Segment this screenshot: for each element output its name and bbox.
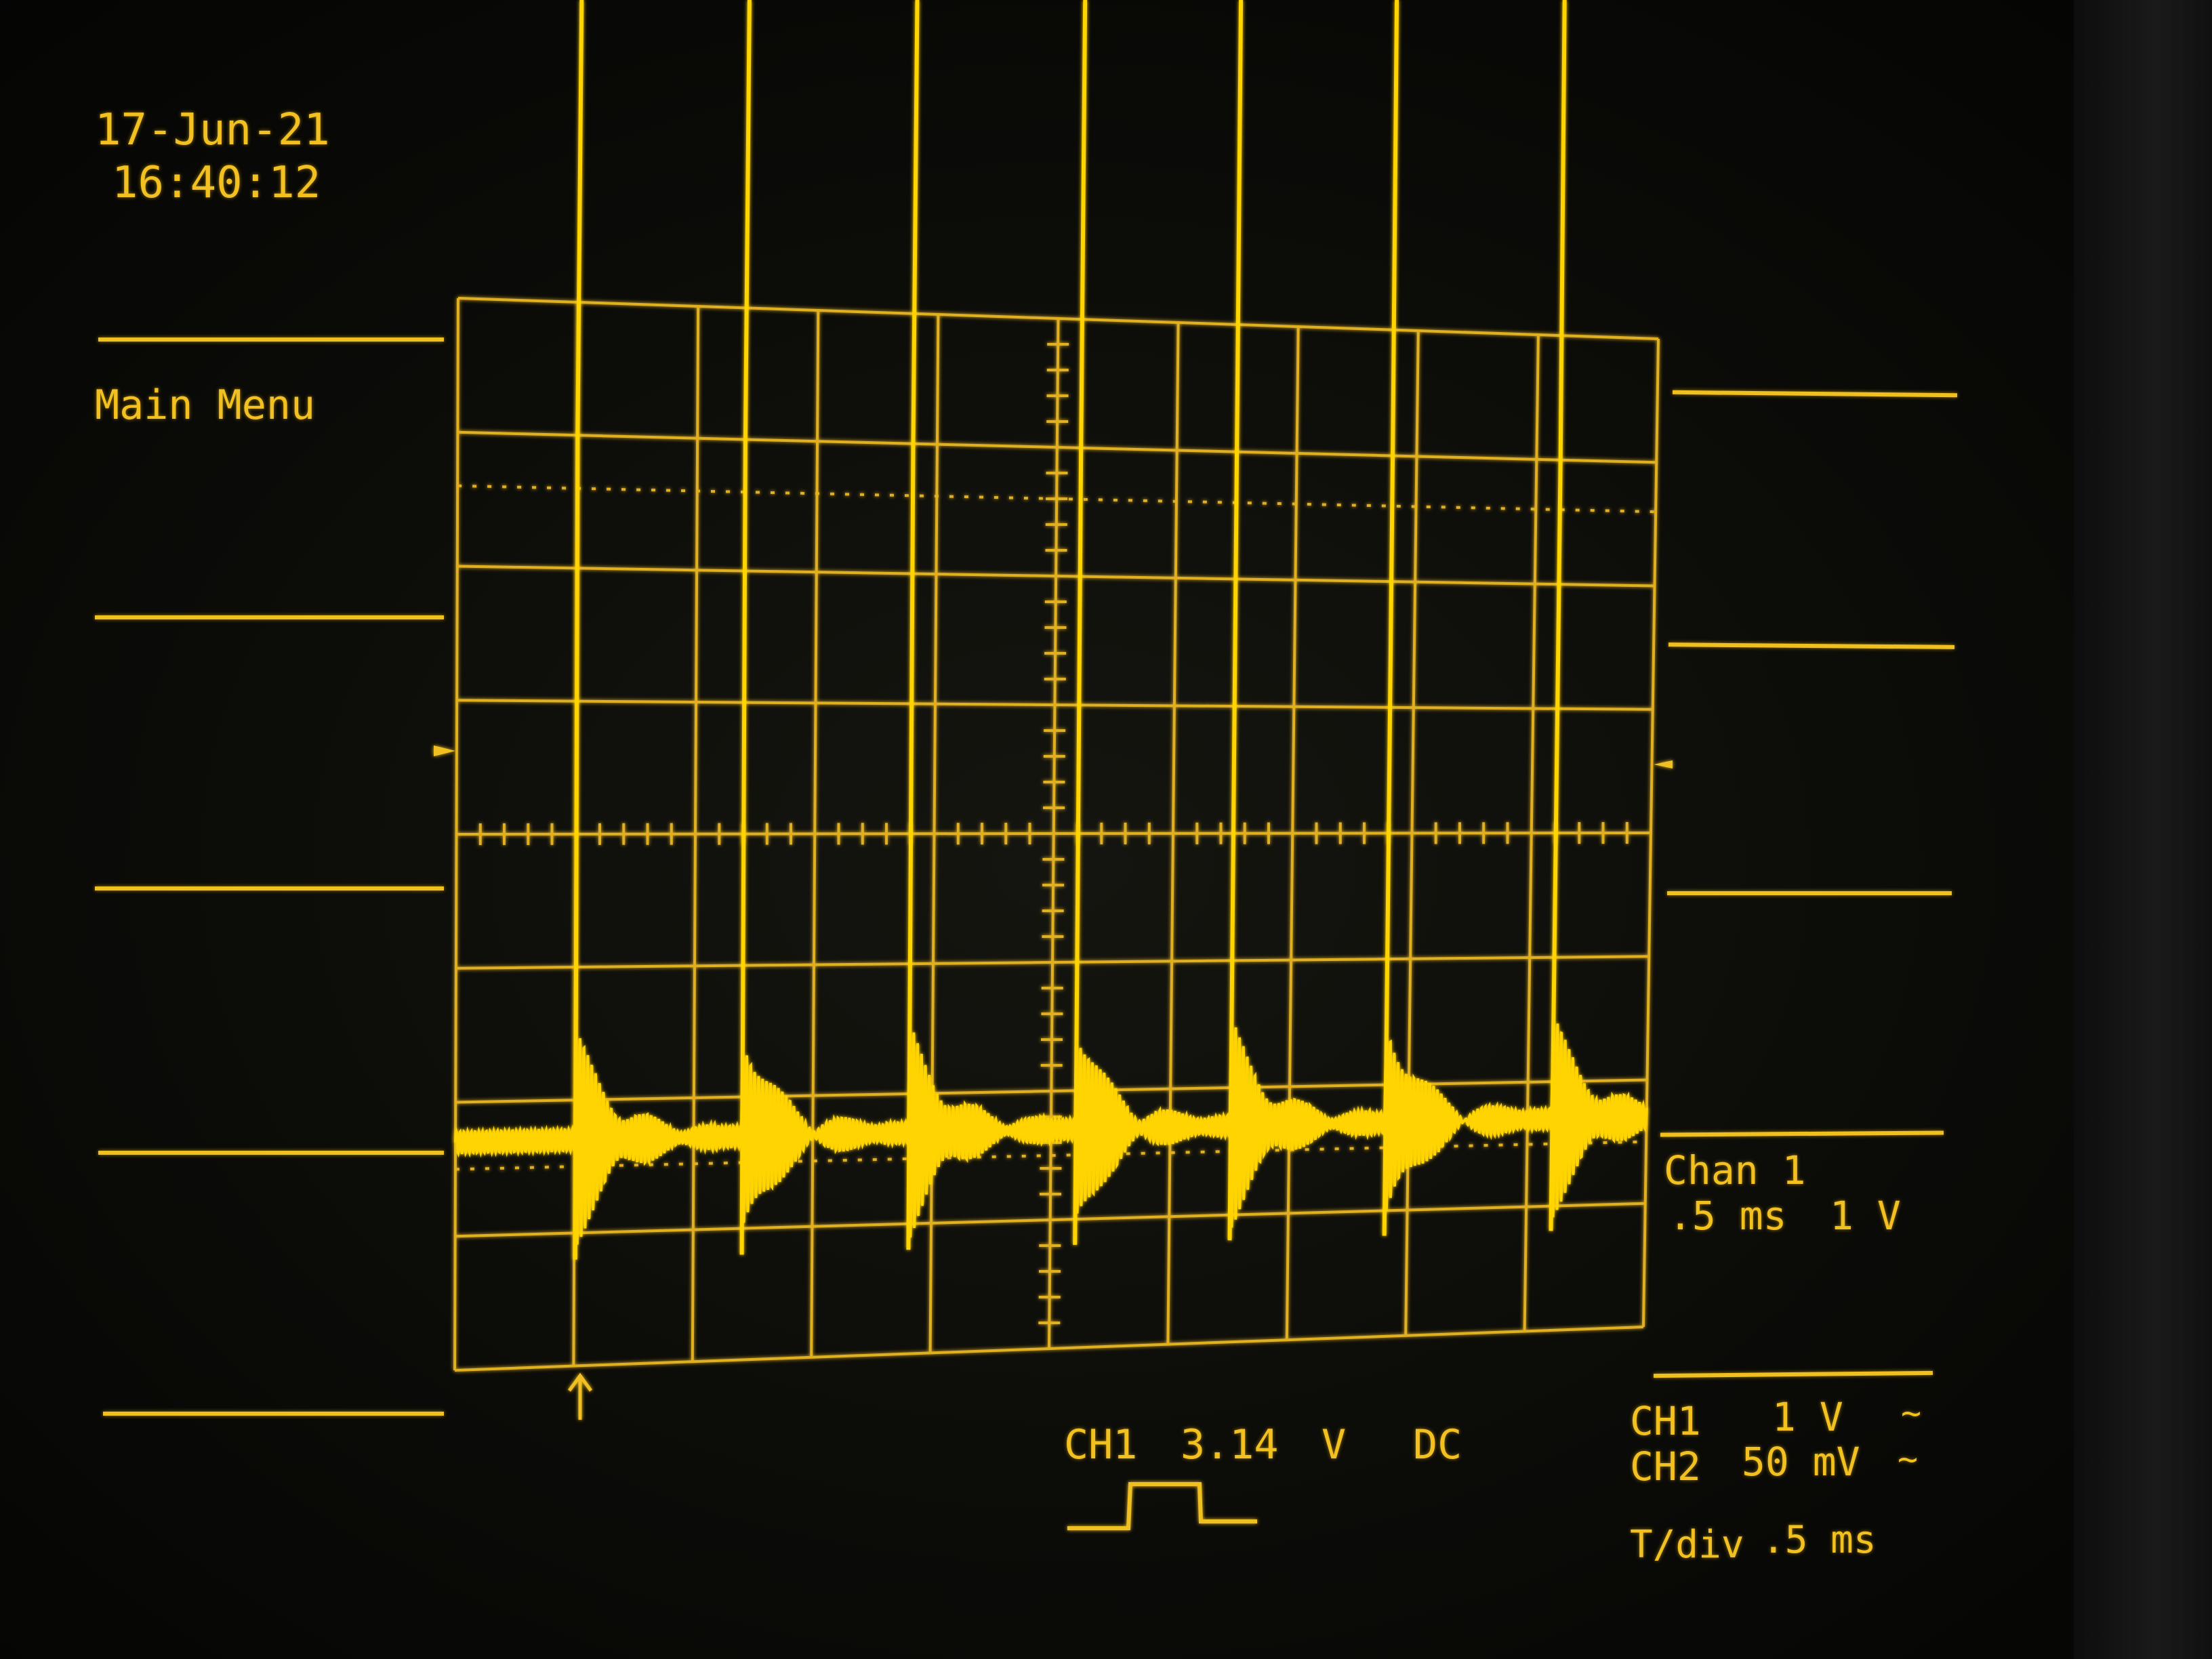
waveform-spike (1227, 0, 1244, 1241)
date-readout: 17-Jun-21 (95, 105, 330, 155)
timebase-label: T/div (1630, 1523, 1744, 1567)
timebase-value: .5 ms (1762, 1518, 1877, 1562)
trigger-channel: CH1 (1064, 1421, 1138, 1469)
ch1-scale: 1 V (1772, 1394, 1843, 1440)
graticule-hline (457, 565, 1655, 588)
graticule-hline (456, 832, 1652, 836)
graticule-hline (455, 1078, 1647, 1104)
graticule-hline (457, 297, 1659, 340)
ch1-waveform (454, 0, 1648, 1260)
trigger-waveform-icon (1067, 1482, 1257, 1530)
left-softkey-2[interactable] (95, 615, 444, 619)
ch2-scale: 50 mV (1742, 1439, 1860, 1485)
left-softkey-5[interactable] (103, 1412, 444, 1416)
graticule-hline (457, 430, 1657, 464)
channel-volts: 1 V (1830, 1193, 1901, 1239)
left-softkey-1[interactable] (98, 337, 444, 342)
waveform-spike (906, 0, 920, 1250)
graticule (453, 297, 1660, 1372)
ch2-coupling-icon: ~ (1898, 1439, 1919, 1479)
waveform-spike (739, 0, 752, 1255)
trigger-position-arrow (567, 1372, 593, 1420)
left-softkey-3[interactable] (95, 886, 444, 890)
time-readout: 16:40:12 (112, 158, 321, 208)
graticule-markers (434, 745, 1673, 1530)
ch2-name: CH2 (1630, 1443, 1701, 1490)
ground-level-marker-left (434, 745, 455, 756)
trigger-unit: V (1322, 1421, 1347, 1469)
graticule-hline (455, 955, 1650, 970)
graticule-hline (455, 1202, 1645, 1238)
monitor-bezel (2074, 0, 2212, 1659)
channel-label: Chan 1 (1664, 1147, 1806, 1193)
waveform-spike (1382, 0, 1399, 1236)
waveform-spike (573, 0, 584, 1260)
graticule-hline (454, 1326, 1644, 1372)
ch1-coupling-icon: ~ (1901, 1393, 1922, 1433)
ch1-name: CH1 (1630, 1398, 1701, 1444)
channel-timebase: .5 ms (1668, 1193, 1787, 1239)
graticule-hline (457, 699, 1653, 711)
waveform-spike (1549, 0, 1567, 1231)
ch1-trace-ringing (454, 1016, 1648, 1245)
right-softkey-3[interactable] (1667, 891, 1952, 895)
trigger-coupling: DC (1413, 1421, 1462, 1469)
trigger-level: 3.14 (1181, 1421, 1279, 1469)
upper-cursor-line (457, 484, 1656, 514)
waveform-spike (1073, 0, 1088, 1245)
left-softkey-4[interactable] (98, 1151, 444, 1155)
main-menu-title: Main Menu (95, 382, 316, 429)
ground-level-marker-right (1654, 760, 1673, 769)
